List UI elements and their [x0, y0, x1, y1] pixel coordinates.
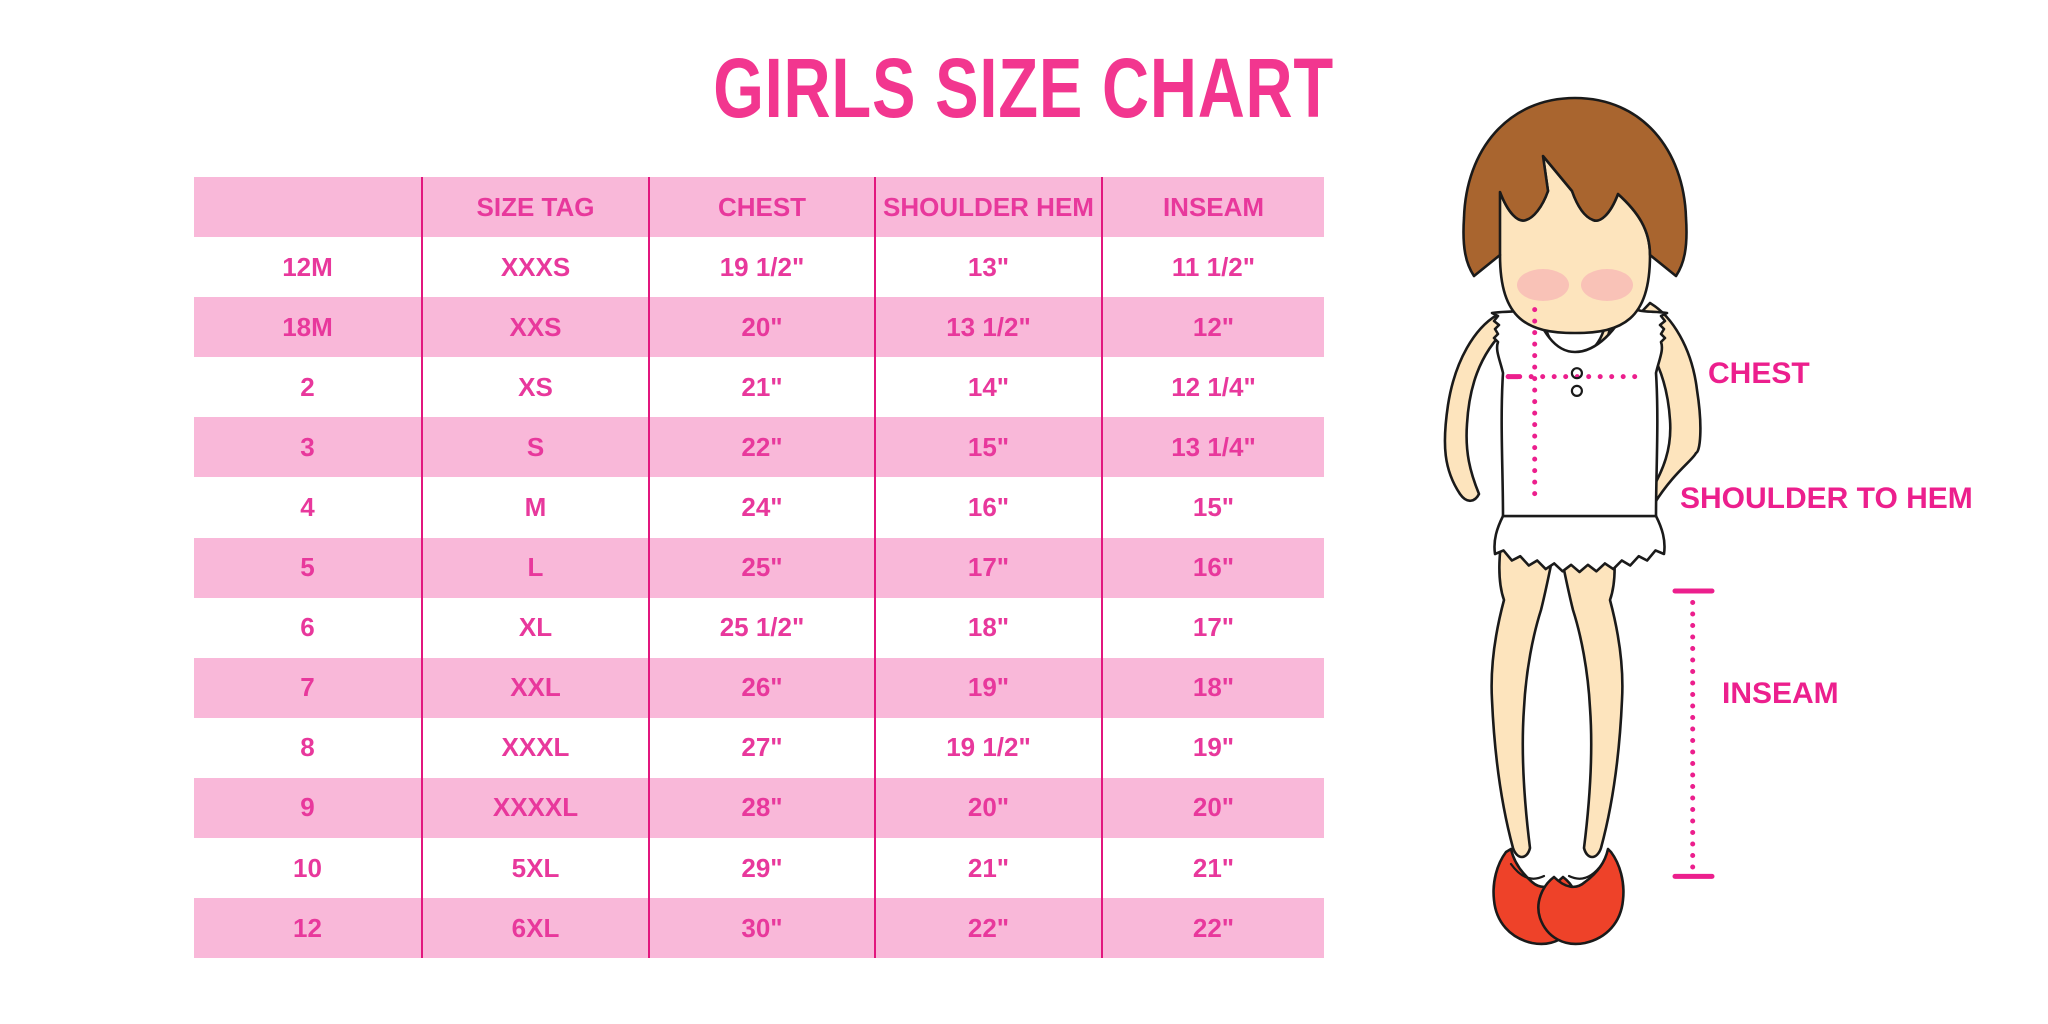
svg-text:SHOULDER TO HEM: SHOULDER TO HEM: [1680, 482, 1973, 515]
svg-text:INSEAM: INSEAM: [1722, 677, 1839, 710]
svg-text:CHEST: CHEST: [1708, 357, 1810, 390]
